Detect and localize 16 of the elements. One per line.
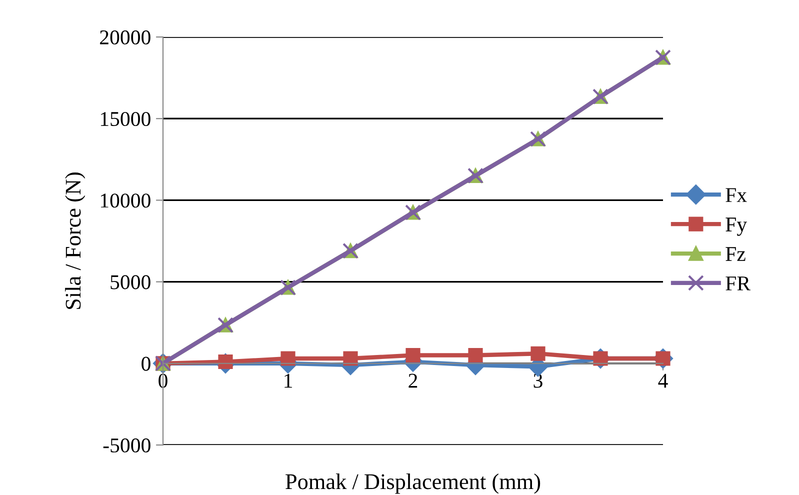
y-tick-label: 15000 <box>100 112 150 126</box>
y-tick-label: 20000 <box>100 30 150 44</box>
x-tick-label: 1 <box>284 374 292 388</box>
y-tick-label: 5000 <box>110 275 150 290</box>
x-tick-label: 4 <box>658 374 668 388</box>
legend-label: Fy <box>726 218 748 236</box>
x-tick-label: 2 <box>408 374 418 388</box>
legend-label: Fx <box>726 188 747 202</box>
y-tick-label: -5000 <box>103 438 150 452</box>
y-tick-label: 0 <box>142 356 150 371</box>
y-axis-title: Sila / Force (N) <box>65 172 86 309</box>
x-tick-label: 0 <box>158 374 168 388</box>
x-axis-title: Pomak / Displacement (mm) <box>286 474 540 494</box>
legend-label: FR <box>726 276 751 290</box>
legend-label: Fz <box>726 247 746 261</box>
y-tick-label: 10000 <box>100 194 150 208</box>
